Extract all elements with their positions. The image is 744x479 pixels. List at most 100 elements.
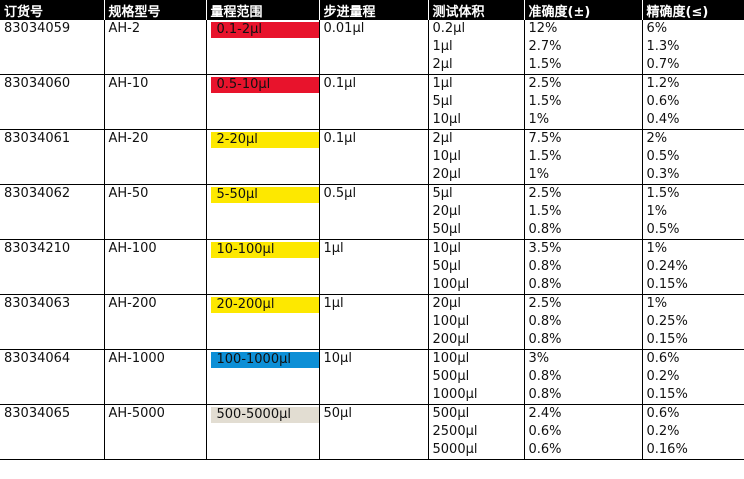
accuracy-cell: 0.8%	[524, 331, 643, 350]
table-row: 20μl 1.5% 1%	[0, 203, 744, 221]
increment-cell	[319, 423, 429, 441]
accuracy-cell: 12%	[524, 20, 643, 38]
range-cell	[206, 423, 320, 441]
range-badge: 20-200μl	[210, 296, 318, 313]
precision-cell: 0.15%	[642, 331, 744, 350]
order-number-cell	[0, 258, 105, 276]
model-cell	[104, 386, 207, 405]
test-volume-cell: 10μl	[428, 148, 525, 166]
table-row: 20μl 1% 0.3%	[0, 166, 744, 185]
table-row: 1000μl 0.8% 0.15%	[0, 386, 744, 405]
order-number-cell	[0, 111, 105, 130]
increment-cell	[319, 38, 429, 56]
test-volume-cell: 100μl	[428, 349, 525, 368]
precision-cell: 0.15%	[642, 276, 744, 295]
increment-cell: 0.5μl	[319, 184, 429, 203]
table-row: 2μl 1.5% 0.7%	[0, 56, 744, 75]
table-row: 100μl 0.8% 0.15%	[0, 276, 744, 295]
precision-cell: 1.5%	[646, 186, 680, 201]
range-cell	[206, 56, 320, 75]
range-cell	[206, 313, 320, 331]
model-cell: AH-20	[104, 129, 207, 148]
model-cell	[104, 258, 207, 276]
model-cell: AH-100	[104, 239, 207, 258]
test-volume-cell: 20μl	[428, 166, 525, 185]
range-cell: 5-50μl	[206, 184, 320, 203]
range-cell	[206, 148, 320, 166]
accuracy-cell: 3.5%	[524, 239, 643, 258]
test-volume-cell: 20μl	[428, 294, 525, 313]
order-number-cell	[0, 93, 105, 111]
test-volume-cell: 2μl	[428, 129, 525, 148]
model-cell: AH-5000	[104, 404, 207, 423]
accuracy-cell: 2.5%	[524, 74, 643, 93]
model-cell	[104, 221, 207, 240]
increment-cell: 1μl	[319, 239, 429, 258]
increment-cell	[319, 313, 429, 331]
order-number-cell	[0, 221, 105, 240]
table-row: 83034063 AH-200 20-200μl 1μl 20μl 2.5% 1%	[0, 294, 744, 313]
header-order-no: 订货号	[0, 0, 105, 20]
range-cell: 0.5-10μl	[206, 74, 320, 93]
model-cell	[104, 56, 207, 75]
precision-cell: 0.15%	[642, 386, 744, 405]
precision-cell: 0.4%	[642, 111, 744, 130]
range-cell: 100-1000μl	[206, 349, 320, 368]
precision-cell: 1%	[646, 296, 668, 311]
range-cell	[206, 111, 320, 130]
order-number-cell	[0, 276, 105, 295]
model-cell	[104, 423, 207, 441]
range-badge: 10-100μl	[210, 241, 318, 258]
order-number-cell: 83034065	[0, 404, 105, 423]
table-row: 1μl 2.7% 1.3%	[0, 38, 744, 56]
increment-cell	[319, 258, 429, 276]
model-cell	[104, 313, 207, 331]
increment-cell	[319, 56, 429, 75]
range-badge: 500-5000μl	[210, 406, 318, 423]
table-row: 5μl 1.5% 0.6%	[0, 93, 744, 111]
table-row: 10μl 1.5% 0.5%	[0, 148, 744, 166]
increment-cell	[319, 166, 429, 185]
test-volume-cell: 200μl	[428, 331, 525, 350]
range-cell	[206, 386, 320, 405]
model-cell: AH-50	[104, 184, 207, 203]
table-row: 83034210 AH-100 10-100μl 1μl 10μl 3.5% 1%	[0, 239, 744, 258]
test-volume-cell: 2μl	[428, 56, 525, 75]
range-cell: 20-200μl	[206, 294, 320, 313]
order-number-cell: 83034059	[0, 20, 105, 38]
increment-cell	[319, 368, 429, 386]
increment-cell	[319, 276, 429, 295]
accuracy-cell: 2.7%	[524, 38, 643, 56]
range-badge: 5-50μl	[210, 186, 318, 203]
increment-cell	[319, 331, 429, 350]
order-number-cell	[0, 423, 105, 441]
range-cell: 0.1-2μl	[206, 20, 320, 38]
test-volume-cell: 500μl	[428, 404, 525, 423]
accuracy-cell: 0.8%	[524, 386, 643, 405]
range-badge: 0.1-2μl	[210, 21, 318, 38]
order-number-cell: 83034061	[0, 129, 105, 148]
model-cell	[104, 38, 207, 56]
increment-cell	[319, 441, 429, 460]
accuracy-cell: 7.5%	[524, 129, 643, 148]
accuracy-cell: 3%	[524, 349, 643, 368]
accuracy-cell: 1.5%	[524, 203, 643, 221]
test-volume-cell: 0.2μl	[428, 20, 525, 38]
model-cell	[104, 166, 207, 185]
table-row: 83034059 AH-2 0.1-2μl 0.01μl 0.2μl 12% 6%	[0, 20, 744, 38]
precision-cell: 6%	[646, 21, 668, 36]
model-cell: AH-2	[104, 20, 207, 38]
increment-cell	[319, 148, 429, 166]
table-row: 500μl 0.8% 0.2%	[0, 368, 744, 386]
accuracy-cell: 2.5%	[524, 294, 643, 313]
increment-cell	[319, 93, 429, 111]
range-cell	[206, 203, 320, 221]
order-number-cell: 83034062	[0, 184, 105, 203]
table-row: 83034062 AH-50 5-50μl 0.5μl 5μl 2.5% 1.5%	[0, 184, 744, 203]
order-number-cell	[0, 56, 105, 75]
accuracy-cell: 0.8%	[524, 258, 643, 276]
precision-cell: 0.7%	[642, 56, 744, 75]
order-number-cell: 83034210	[0, 239, 105, 258]
precision-cell: 0.24%	[646, 259, 688, 274]
precision-cell: 0.3%	[642, 166, 744, 185]
